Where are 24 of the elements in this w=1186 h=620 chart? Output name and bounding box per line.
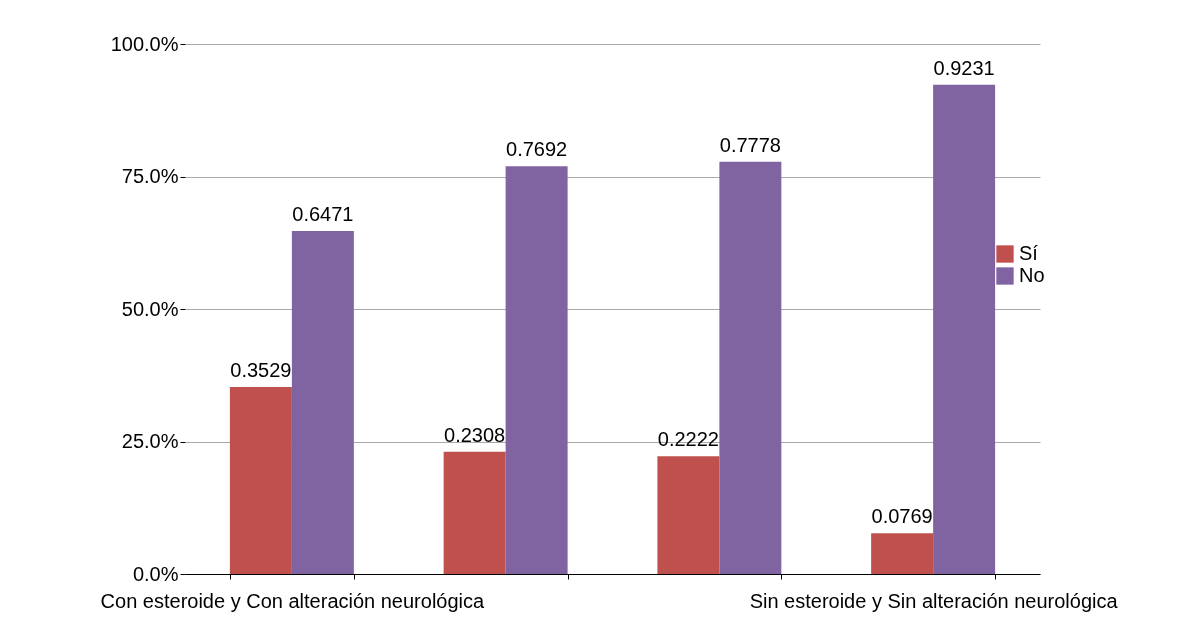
data-label: 0.2308 bbox=[444, 423, 506, 446]
legend-label: Sí bbox=[1019, 242, 1039, 264]
bar bbox=[229, 386, 292, 574]
data-label: 0.2222 bbox=[657, 428, 719, 451]
bar bbox=[443, 451, 506, 574]
data-label: 0.7692 bbox=[506, 138, 568, 161]
bar bbox=[657, 456, 720, 574]
data-label: 0.7778 bbox=[719, 133, 781, 156]
bar bbox=[291, 231, 354, 574]
y-tick-label: 50.0% bbox=[121, 297, 179, 320]
data-label: 0.0769 bbox=[871, 505, 933, 528]
y-tick-label: 100.0% bbox=[110, 32, 179, 55]
data-label: 0.6471 bbox=[292, 203, 354, 226]
y-tick-label: 75.0% bbox=[121, 165, 179, 187]
bar bbox=[505, 166, 568, 574]
x-tick-label: Sin esteroide y Sin alteración neurológica bbox=[749, 589, 1119, 612]
bar bbox=[871, 533, 934, 574]
x-tick-label: Con esteroide y Con alteración neurológica bbox=[100, 589, 486, 612]
y-tick-label: 25.0% bbox=[121, 430, 179, 452]
y-tick-label: 0.0% bbox=[132, 562, 179, 585]
bar bbox=[719, 161, 782, 574]
data-label: 0.3529 bbox=[230, 358, 292, 381]
legend-label: No bbox=[1019, 264, 1045, 286]
data-label: 0.9231 bbox=[933, 56, 995, 79]
